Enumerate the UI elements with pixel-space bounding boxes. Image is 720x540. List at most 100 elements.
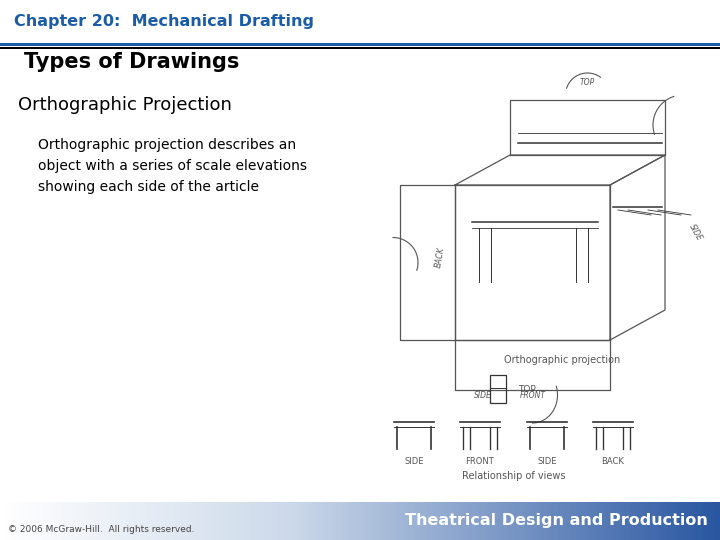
Bar: [475, 502, 478, 540]
Bar: [449, 502, 451, 540]
Bar: [691, 502, 694, 540]
Bar: [353, 502, 356, 540]
Bar: [533, 502, 536, 540]
Bar: [355, 502, 358, 540]
Bar: [504, 502, 507, 540]
Bar: [576, 502, 579, 540]
Bar: [463, 502, 466, 540]
Bar: [538, 502, 541, 540]
Bar: [374, 502, 377, 540]
Bar: [199, 502, 202, 540]
Bar: [19, 502, 22, 540]
Bar: [0, 47, 720, 49]
Bar: [646, 502, 649, 540]
Bar: [612, 502, 615, 540]
Bar: [151, 502, 154, 540]
Bar: [192, 502, 195, 540]
Bar: [283, 502, 286, 540]
Bar: [113, 502, 116, 540]
Bar: [619, 502, 622, 540]
Bar: [631, 502, 634, 540]
Bar: [456, 502, 459, 540]
Bar: [621, 502, 624, 540]
Text: Theatrical Design and Production: Theatrical Design and Production: [405, 514, 708, 529]
Bar: [713, 502, 716, 540]
Bar: [132, 502, 135, 540]
Bar: [593, 502, 595, 540]
Bar: [101, 502, 104, 540]
Bar: [158, 502, 161, 540]
Bar: [204, 502, 207, 540]
Bar: [7, 502, 10, 540]
Bar: [698, 502, 701, 540]
Bar: [650, 502, 653, 540]
Bar: [715, 502, 718, 540]
Bar: [394, 502, 397, 540]
Bar: [675, 502, 678, 540]
Text: SIDE: SIDE: [404, 457, 424, 466]
Bar: [12, 502, 15, 540]
Bar: [89, 502, 91, 540]
Bar: [430, 502, 433, 540]
Bar: [331, 502, 334, 540]
Bar: [290, 502, 293, 540]
Bar: [96, 502, 99, 540]
Bar: [142, 502, 145, 540]
Bar: [254, 502, 257, 540]
Bar: [432, 502, 435, 540]
Bar: [487, 502, 490, 540]
Bar: [300, 502, 303, 540]
Bar: [523, 502, 526, 540]
Text: TOP: TOP: [518, 384, 536, 394]
Bar: [225, 502, 228, 540]
Bar: [624, 502, 627, 540]
Bar: [490, 375, 506, 403]
Bar: [130, 502, 132, 540]
Bar: [346, 502, 348, 540]
Bar: [598, 502, 600, 540]
Bar: [286, 502, 289, 540]
Bar: [106, 502, 109, 540]
Bar: [509, 502, 512, 540]
Bar: [549, 502, 552, 540]
Bar: [583, 502, 586, 540]
Bar: [554, 502, 557, 540]
Text: Relationship of views: Relationship of views: [462, 471, 565, 481]
Text: Orthographic Projection: Orthographic Projection: [18, 96, 232, 114]
Bar: [110, 502, 113, 540]
Bar: [115, 502, 118, 540]
Text: BACK: BACK: [433, 246, 446, 268]
Bar: [58, 502, 60, 540]
Bar: [535, 502, 538, 540]
Bar: [477, 502, 480, 540]
Bar: [480, 502, 483, 540]
Bar: [653, 502, 656, 540]
Text: Orthographic projection: Orthographic projection: [505, 355, 621, 365]
Bar: [588, 502, 591, 540]
Text: SIDE: SIDE: [687, 222, 703, 242]
Bar: [209, 502, 212, 540]
Text: SIDE: SIDE: [537, 457, 557, 466]
Bar: [521, 502, 523, 540]
Bar: [2, 502, 5, 540]
Bar: [564, 502, 567, 540]
Bar: [233, 502, 235, 540]
Bar: [146, 502, 149, 540]
Bar: [194, 502, 197, 540]
Bar: [319, 502, 322, 540]
Text: FRONT: FRONT: [520, 390, 546, 400]
Bar: [446, 502, 449, 540]
Bar: [17, 502, 19, 540]
Bar: [245, 502, 248, 540]
Bar: [202, 502, 204, 540]
Bar: [86, 502, 89, 540]
Bar: [70, 502, 73, 540]
Bar: [261, 502, 264, 540]
Bar: [542, 502, 545, 540]
Bar: [682, 502, 685, 540]
Bar: [547, 502, 550, 540]
Bar: [703, 502, 706, 540]
Bar: [5, 502, 8, 540]
Bar: [27, 502, 30, 540]
Bar: [362, 502, 365, 540]
